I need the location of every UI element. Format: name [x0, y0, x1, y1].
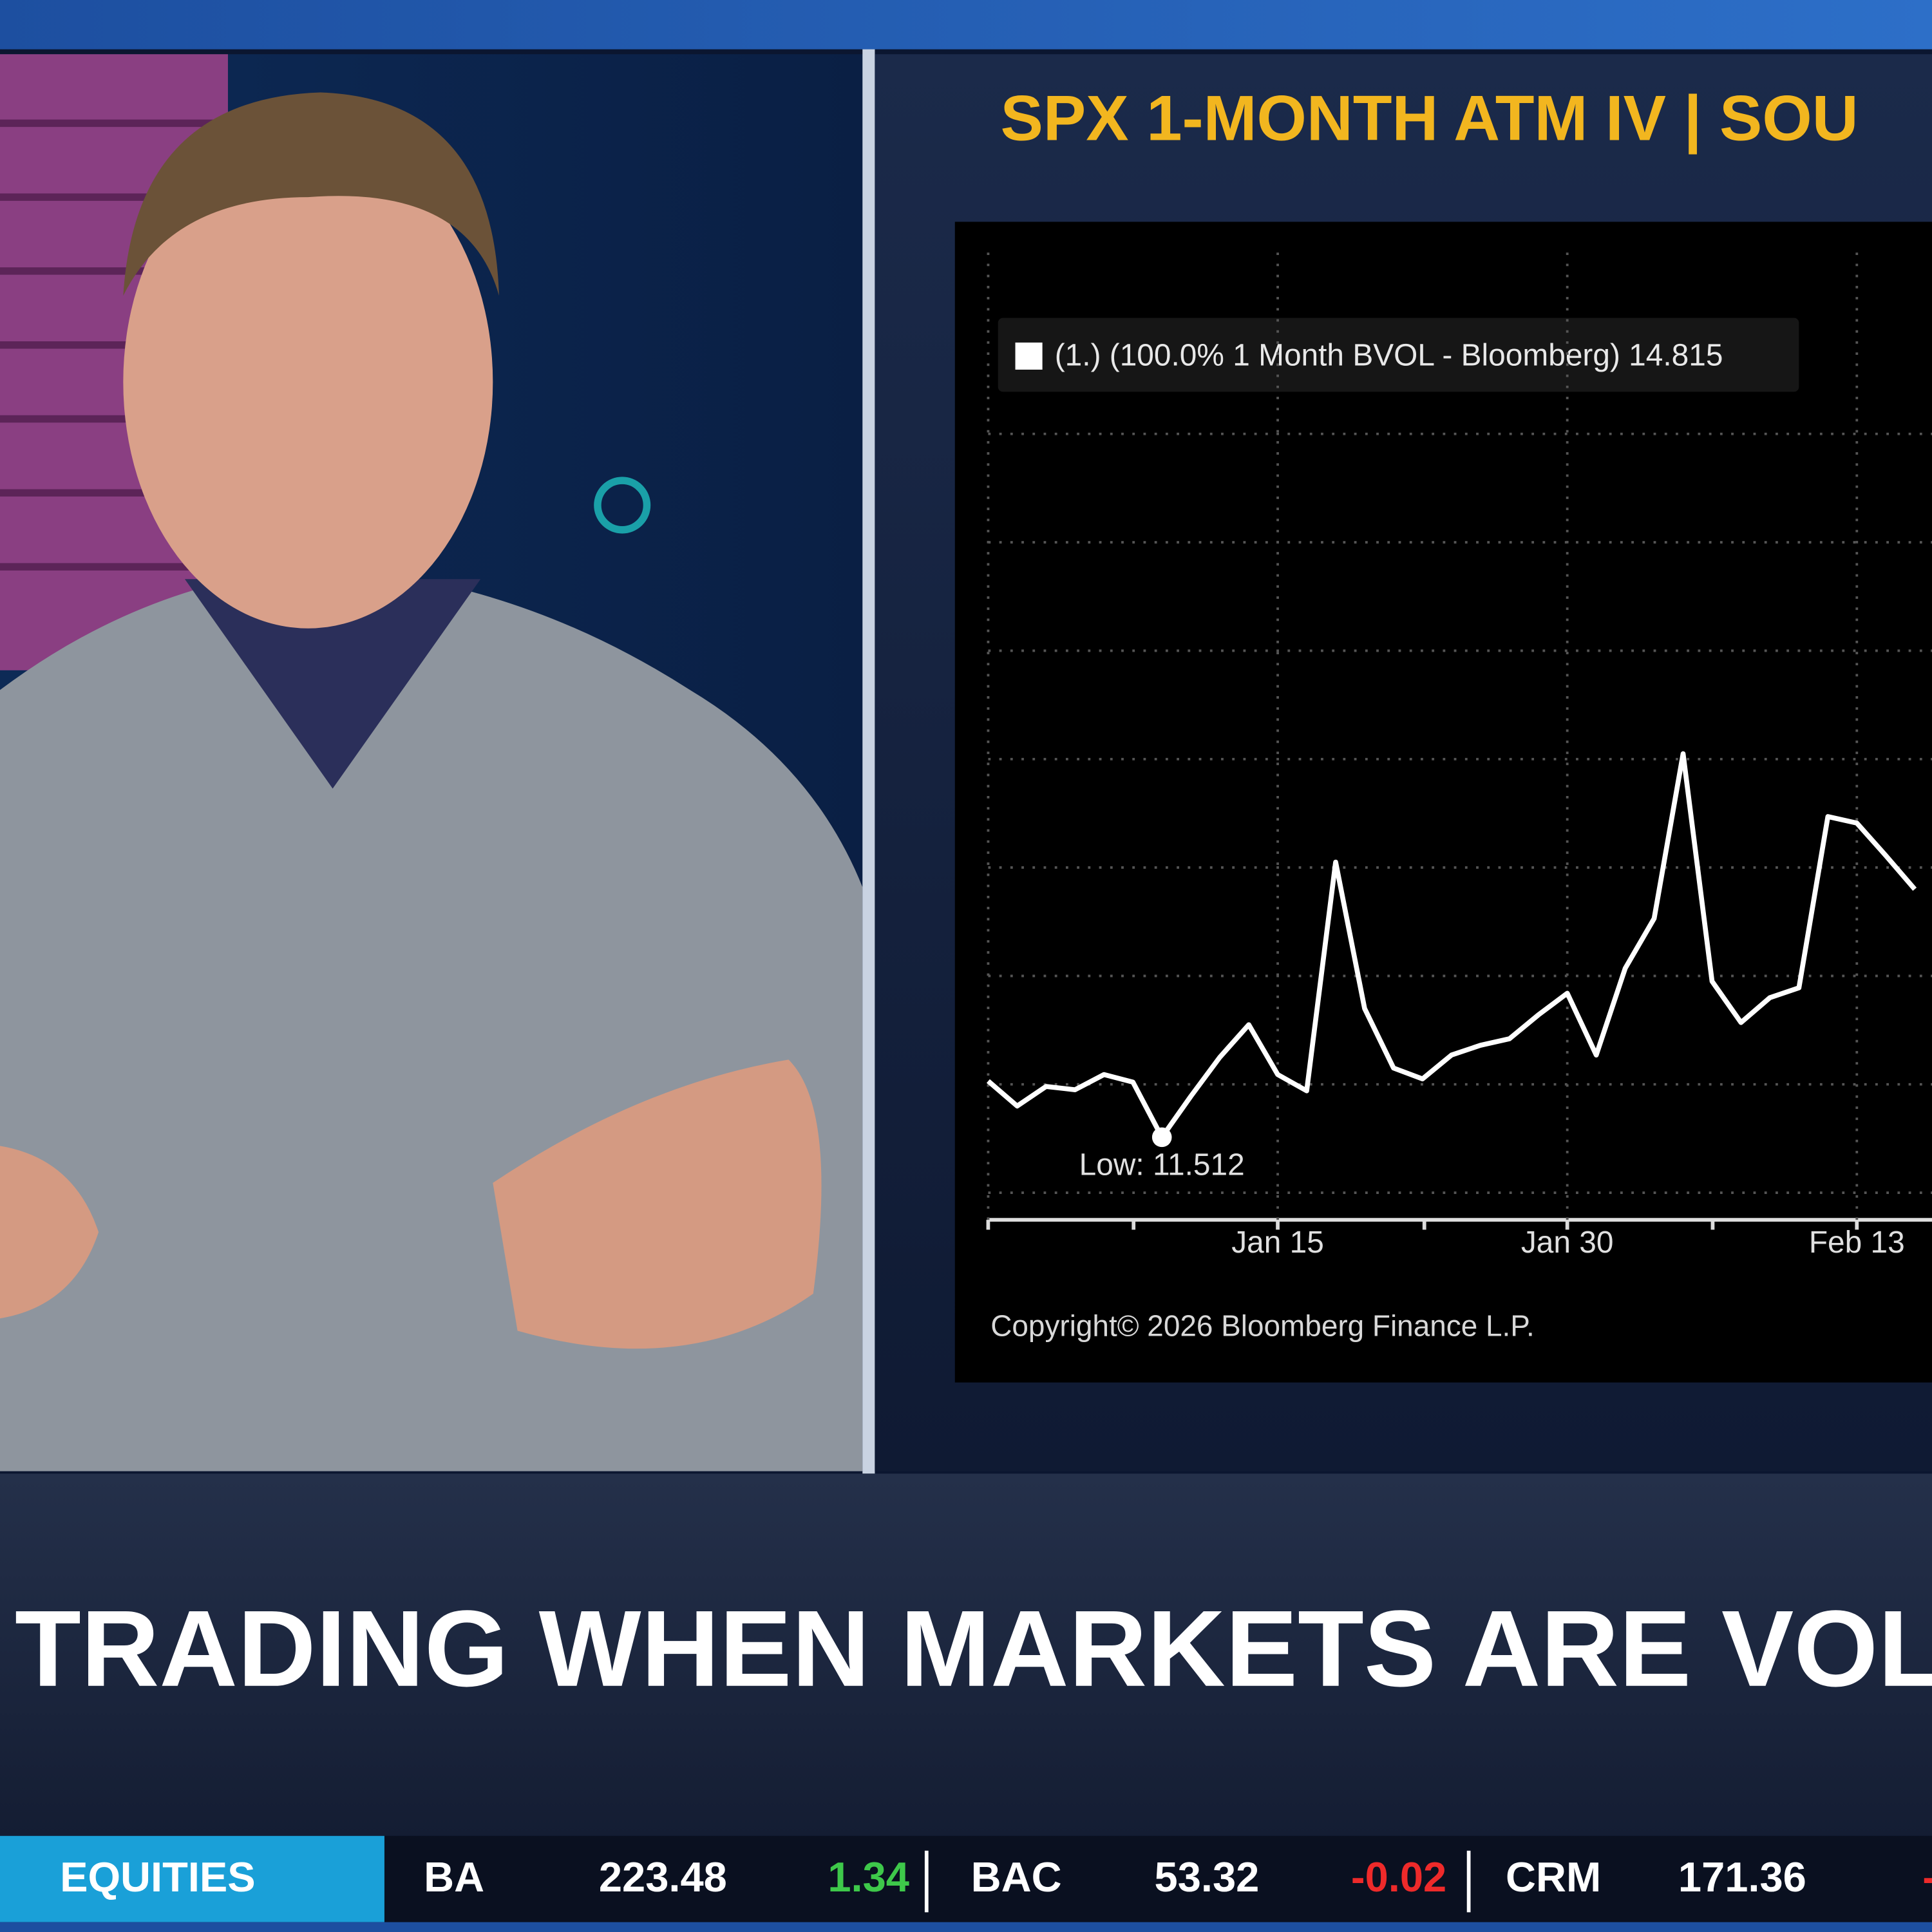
ticker-symbol: BA — [424, 1853, 484, 1900]
legend-label: (1.) (100.0% 1 Month BVOL - Bloomberg) 1… — [1055, 338, 1723, 372]
ticker-section-bg — [0, 1835, 384, 1922]
x-tick-label: Jan 15 — [1231, 1226, 1324, 1260]
ticker-change: -0.02 — [1351, 1853, 1446, 1900]
ticker-price: 223.48 — [599, 1853, 727, 1900]
headline: TRADING WHEN MARKETS ARE VOLAT — [15, 1588, 1932, 1709]
x-tick-label: Jan 30 — [1521, 1226, 1614, 1260]
ticker-section: EQUITIES — [60, 1853, 256, 1900]
hair — [123, 92, 499, 296]
face — [123, 135, 493, 629]
legend — [998, 317, 1799, 392]
headline-band — [0, 1473, 1932, 1836]
ticker-symbol: CRM — [1506, 1853, 1601, 1900]
chart-title: SPX 1-MONTH ATM IV | SOU — [1001, 83, 1859, 155]
hand — [0, 1146, 99, 1319]
deco — [594, 477, 651, 534]
line — [986, 751, 1917, 1140]
copyright: Copyright© 2026 Bloomberg Finance L.P. — [990, 1309, 1534, 1343]
minor-ticks — [986, 1220, 1715, 1230]
bottom-strip — [0, 1922, 1932, 1932]
legend-swatch — [1015, 342, 1043, 370]
x-tick-label: Feb 13 — [1809, 1226, 1905, 1260]
plot-area — [954, 222, 1932, 1383]
ticker-change: -1. — [1922, 1853, 1932, 1900]
brick-lines — [0, 119, 228, 571]
ticker-price: 171.36 — [1678, 1853, 1806, 1900]
annotation: Low: 11.512 — [1079, 1148, 1245, 1182]
top-strip — [0, 0, 1932, 50]
ticker-change: 1.34 — [828, 1853, 909, 1900]
video-panel — [0, 49, 875, 1474]
ticker-price: 53.32 — [1155, 1853, 1260, 1900]
divider — [862, 49, 875, 1474]
low-marker — [1151, 1127, 1172, 1148]
ticker-symbol: BAC — [971, 1853, 1062, 1900]
hand — [493, 1059, 822, 1349]
collar — [184, 579, 481, 789]
